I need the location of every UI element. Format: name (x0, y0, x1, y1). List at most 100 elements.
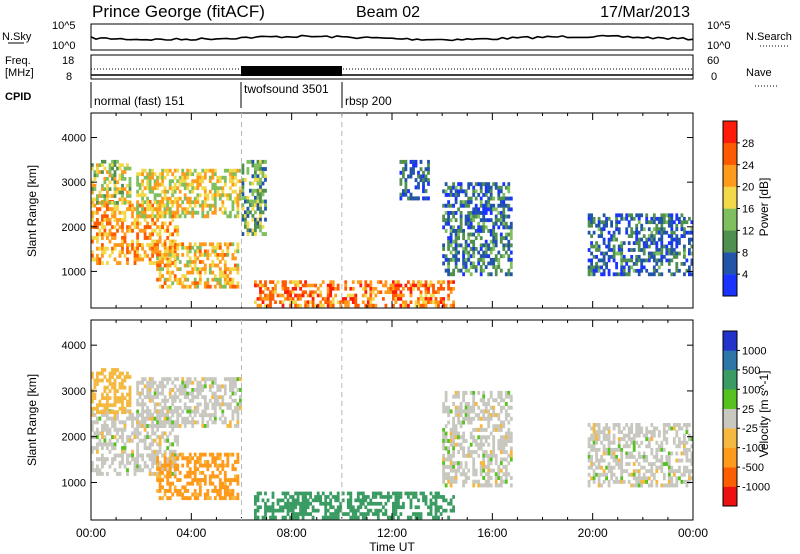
heatmap-cell (419, 512, 423, 516)
heatmap-cell (660, 440, 664, 445)
heatmap-cell (394, 290, 398, 294)
heatmap-cell (118, 210, 122, 215)
heatmap-cell (472, 464, 476, 469)
heatmap-cell (617, 444, 621, 449)
heatmap-cell (206, 467, 210, 472)
heatmap-cell (101, 410, 104, 415)
heatmap-cell (452, 268, 455, 273)
heatmap-cell (615, 223, 618, 228)
heatmap-cell (156, 253, 159, 257)
heatmap-cell (256, 495, 260, 499)
heatmap-cell (223, 242, 227, 247)
heatmap-cell (489, 247, 493, 251)
heatmap-cell (121, 438, 124, 443)
heatmap-cell (186, 409, 190, 414)
heatmap-cell (457, 394, 460, 399)
heatmap-cell (600, 227, 603, 232)
heatmap-cell (657, 458, 661, 463)
heatmap-cell (193, 395, 197, 400)
heatmap-cell (602, 262, 606, 266)
heatmap-cell (231, 189, 235, 194)
heatmap-cell (101, 203, 104, 208)
heatmap-cell (183, 263, 187, 268)
heatmap-cell (617, 213, 621, 218)
heatmap-cell (667, 455, 671, 459)
heatmap-cell (361, 495, 365, 499)
heatmap-cell (464, 439, 468, 443)
heatmap-cell (497, 402, 501, 406)
heatmap-cell (587, 223, 591, 228)
heatmap-cell (592, 430, 596, 434)
heatmap-cell (364, 283, 368, 288)
heatmap-cell (499, 239, 503, 244)
heatmap-cell (198, 242, 202, 247)
heatmap-cell (108, 170, 112, 174)
heatmap-cell (166, 438, 170, 443)
heatmap-cell (156, 263, 159, 268)
heatmap-cell (128, 228, 132, 233)
heatmap-cell (449, 211, 453, 215)
heatmap-cell (612, 426, 616, 431)
heatmap-cell (467, 450, 471, 455)
heatmap-cell (502, 182, 506, 187)
heatmap-cell (479, 247, 483, 251)
heatmap-cell (158, 402, 162, 407)
heatmap-cell (208, 413, 212, 418)
heatmap-cell (394, 491, 398, 496)
heatmap-cell (191, 189, 195, 194)
heatmap-cell (111, 194, 114, 198)
heatmap-cell (334, 293, 338, 298)
heatmap-cell (667, 462, 671, 466)
heatmap-cell (186, 253, 190, 257)
heatmap-cell (467, 257, 471, 262)
heatmap-cell (665, 437, 669, 442)
heatmap-cell (226, 377, 230, 382)
heatmap-cell (464, 461, 468, 466)
heatmap-cell (148, 172, 152, 177)
heatmap-cell (261, 210, 265, 215)
heatmap-cell (93, 406, 97, 411)
heatmap-cell (141, 453, 144, 458)
heatmap-cell (467, 200, 471, 205)
heatmap-cell (256, 224, 260, 229)
heatmap-cell (93, 173, 97, 178)
heatmap-cell (454, 239, 458, 244)
heatmap-cell (447, 280, 450, 284)
heatmap-cell (657, 251, 661, 256)
heatmap-cell (186, 391, 190, 396)
heatmap-cell (590, 216, 593, 221)
heatmap-cell (467, 236, 471, 241)
heatmap-cell (610, 451, 613, 456)
heatmap-cell (316, 287, 320, 291)
heatmap-cell (269, 290, 272, 294)
heatmap-cell (655, 451, 659, 456)
heatmap-cell (670, 476, 674, 481)
heatmap-cell (96, 471, 99, 476)
heatmap-cell (592, 268, 596, 273)
heatmap-cell (587, 479, 591, 484)
heatmap-cell (683, 469, 686, 474)
heatmap-cell (472, 207, 476, 212)
heatmap-cell (96, 457, 99, 462)
heatmap-cell (198, 388, 202, 392)
heatmap-cell (213, 460, 217, 464)
heatmap-cell (158, 193, 162, 198)
heatmap-cell (399, 283, 403, 288)
heatmap-cell (620, 476, 624, 481)
heatmap-cell (148, 435, 152, 440)
heatmap-cell (128, 416, 132, 421)
heatmap-cell (216, 175, 220, 180)
heatmap-cell (103, 427, 107, 432)
heatmap-cell (221, 402, 225, 407)
heatmap-cell (191, 456, 195, 461)
heatmap-cell (234, 391, 237, 396)
heatmap-cell (675, 244, 679, 249)
heatmap-cell (198, 203, 202, 208)
heatmap-cell (151, 253, 154, 258)
heatmap-cell (459, 442, 463, 447)
heatmap-cell (507, 247, 511, 251)
heatmap-cell (487, 185, 491, 190)
heatmap-cell (168, 182, 172, 187)
heatmap-cell (487, 189, 491, 194)
heatmap-cell (138, 424, 142, 428)
